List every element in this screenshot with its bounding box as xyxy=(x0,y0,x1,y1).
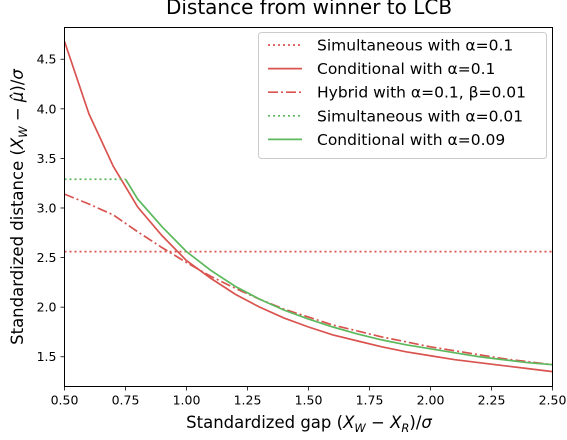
series-line-5 xyxy=(124,178,553,366)
x-tick-label: 1.75 xyxy=(356,393,384,408)
y-tick-label: 2.5 xyxy=(37,250,57,265)
x-tick-label: 0.75 xyxy=(112,393,140,408)
legend-label-1: Simultaneous with α=0.1 xyxy=(317,37,513,55)
x-axis-label: Standardized gap (XW − XR)/σ xyxy=(186,413,432,435)
x-tick-label: 1.25 xyxy=(234,393,262,408)
chart-title: Distance from winner to LCB xyxy=(166,0,452,19)
y-tick-label: 2.0 xyxy=(37,300,57,315)
legend-label-4: Simultaneous with α=0.01 xyxy=(317,107,523,125)
y-tick-label: 3.5 xyxy=(37,151,57,166)
y-tick-label: 4.0 xyxy=(37,101,57,116)
x-tick-label: 1.00 xyxy=(173,393,201,408)
legend-label-3: Hybrid with α=0.1, β=0.01 xyxy=(317,84,526,102)
legend-label-2: Conditional with α=0.1 xyxy=(317,60,495,78)
x-tick-label: 2.50 xyxy=(539,393,567,408)
series-line-2 xyxy=(64,41,553,373)
y-tick-label: 3.0 xyxy=(37,200,57,215)
legend-frame xyxy=(258,32,547,159)
x-axis: 0.50 0.75 1.00 1.25 1.50 1.75 2.00 2.25 2.50 xyxy=(51,386,567,408)
legend: Simultaneous with α=0.1 Conditional with … xyxy=(258,32,547,159)
y-axis: 1.5 2.0 2.5 3.0 3.5 4.0 4.5 xyxy=(37,52,65,364)
plot-lines xyxy=(64,41,553,373)
x-tick-label: 2.00 xyxy=(417,393,445,408)
legend-label-5: Conditional with α=0.09 xyxy=(317,131,505,149)
x-tick-label: 1.50 xyxy=(295,393,323,408)
x-tick-label: 0.50 xyxy=(51,393,79,408)
y-axis-label: Standardized distance (XW − μ̂)/σ xyxy=(8,69,30,345)
series-line-3 xyxy=(64,193,553,366)
y-tick-label: 1.5 xyxy=(37,349,57,364)
x-tick-label: 2.25 xyxy=(478,393,506,408)
y-tick-label: 4.5 xyxy=(37,52,57,67)
